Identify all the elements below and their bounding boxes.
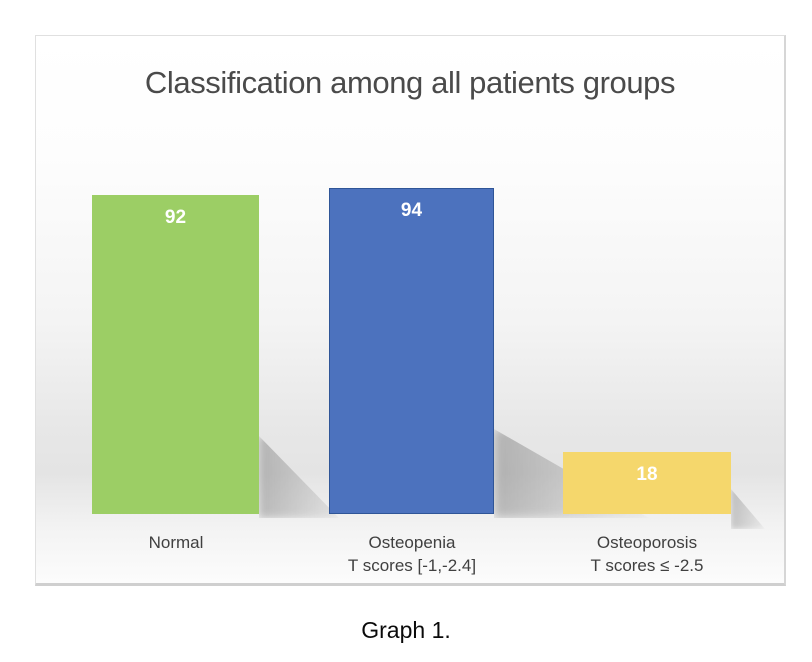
bar-osteoporosis: 18 xyxy=(563,452,731,514)
chart-title: Classification among all patients groups xyxy=(36,60,784,105)
category-label-sub: T scores ≤ -2.5 xyxy=(590,556,704,575)
bar-osteopenia: 94 xyxy=(329,188,494,514)
chart-caption: Graph 1. xyxy=(361,617,451,643)
category-label-osteoporosis: Osteoporosis T scores ≤ -2.5 xyxy=(527,531,767,577)
bar-value-label: 94 xyxy=(400,200,423,221)
chart-title-text: Classification among all patients groups xyxy=(144,65,676,100)
bar-chart: Classification among all patients groups… xyxy=(35,35,786,586)
category-label-main: Osteopenia xyxy=(368,533,456,552)
bar-shadow xyxy=(731,489,765,529)
category-label-main: Normal xyxy=(148,533,204,552)
bar-shadow xyxy=(259,436,339,518)
bar-value-label: 18 xyxy=(636,464,658,485)
bar-normal: 92 xyxy=(92,195,259,514)
category-label-normal: Normal xyxy=(56,531,296,554)
category-label-osteopenia: Osteopenia T scores [-1,-2.4] xyxy=(292,531,532,577)
category-label-main: Osteoporosis xyxy=(596,533,698,552)
category-label-sub: T scores [-1,-2.4] xyxy=(347,556,477,575)
bar-value-label: 92 xyxy=(164,207,187,228)
